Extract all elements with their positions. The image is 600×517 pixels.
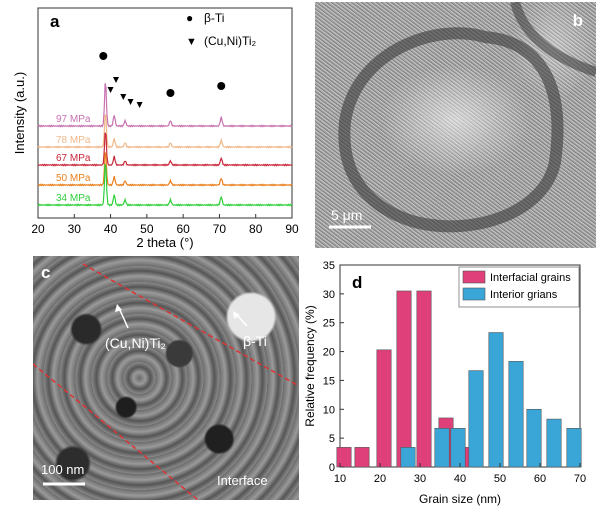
y-tick-label: 30 bbox=[323, 289, 335, 301]
legend-beta-symbol: ● bbox=[186, 11, 193, 25]
panel-b-letter: b bbox=[573, 11, 583, 30]
cuniti2-marker bbox=[113, 77, 120, 83]
x-tick-label: 20 bbox=[31, 222, 45, 236]
x-tick-label: 60 bbox=[534, 473, 546, 485]
interface-line-lower bbox=[33, 363, 199, 500]
plot-frame bbox=[37, 7, 293, 219]
grain-boundary bbox=[338, 27, 564, 233]
histogram-bar bbox=[400, 447, 416, 468]
arrow-cuniti2 bbox=[118, 307, 129, 329]
y-tick-label: 10 bbox=[323, 404, 335, 416]
y-tick-label: 25 bbox=[323, 318, 335, 330]
panel-c-letter: c bbox=[41, 263, 50, 282]
histogram-bar bbox=[434, 428, 450, 468]
histogram-bar bbox=[376, 349, 392, 468]
tem-overlay: c (Cu,Ni)Ti₂ β-Ti 100 nm Interface bbox=[33, 263, 299, 500]
xrd-series-label: 97 MPa bbox=[56, 114, 91, 125]
beta-ti-marker bbox=[99, 52, 108, 60]
legend-cuniti-text: (Cu,Ni)Ti₂ bbox=[204, 34, 257, 48]
grain-size-histogram: d 10 20 30 40 50 60 70 0 5 10 15 20 25 30 35 Grain size … bbox=[303, 260, 586, 506]
label-beta-ti: β-Ti bbox=[243, 333, 267, 349]
y-tick-label: 5 bbox=[329, 433, 335, 445]
legend-cuniti-symbol: ▼ bbox=[186, 36, 197, 48]
x-tick-label: 30 bbox=[414, 473, 426, 485]
x-tick-label: 80 bbox=[249, 222, 263, 236]
panel-a-letter: a bbox=[50, 12, 60, 31]
y-tick-label: 35 bbox=[323, 260, 335, 272]
interface-line-upper bbox=[82, 263, 299, 387]
legend-swatch bbox=[462, 287, 486, 301]
histogram-bar bbox=[336, 447, 352, 468]
legend-label: Interfacial grains bbox=[490, 272, 571, 284]
y-tick-label: 15 bbox=[323, 375, 335, 387]
x-tick-label: 50 bbox=[494, 473, 506, 485]
label-interface: Interface bbox=[217, 473, 268, 488]
sem-overlay: b 5 μm bbox=[329, 2, 596, 233]
histogram-bar bbox=[416, 290, 432, 468]
xrd-series-line bbox=[37, 152, 293, 187]
histogram-bar bbox=[508, 361, 524, 468]
x-tick-label: 50 bbox=[140, 222, 154, 236]
xrd-series-line bbox=[37, 163, 293, 207]
scale-bar-label: 100 nm bbox=[41, 462, 84, 477]
tem-micrograph bbox=[33, 256, 299, 500]
grain-boundary-2 bbox=[510, 2, 596, 77]
x-tick-label: 60 bbox=[176, 222, 190, 236]
x-tick-label: 70 bbox=[574, 473, 586, 485]
sem-micrograph bbox=[315, 2, 596, 248]
histogram-bar bbox=[468, 370, 484, 468]
beta-ti-marker bbox=[166, 89, 175, 97]
xrd-series-line bbox=[37, 132, 293, 167]
label-cuniti2: (Cu,Ni)Ti₂ bbox=[105, 335, 166, 351]
y-axis-label: Intensity (a.u.) bbox=[12, 72, 27, 154]
x-tick-label: 10 bbox=[334, 473, 346, 485]
y-tick-label: 20 bbox=[323, 347, 335, 359]
histogram-bar bbox=[450, 428, 466, 468]
panel-d-letter: d bbox=[352, 273, 362, 292]
x-tick-label: 40 bbox=[104, 222, 118, 236]
xrd-chart: a 20 30 40 50 60 70 80 90 2 theta (°) Intensity (a… bbox=[12, 7, 299, 250]
xrd-series-label: 78 MPa bbox=[56, 135, 91, 146]
cuniti2-marker bbox=[107, 87, 114, 93]
cuniti2-marker bbox=[136, 102, 143, 108]
xrd-series-label: 67 MPa bbox=[56, 153, 91, 164]
histogram-bar bbox=[354, 447, 370, 468]
y-tick-label: 0 bbox=[329, 462, 335, 474]
y-axis-label: Relative frequency (%) bbox=[303, 305, 317, 426]
x-tick-label: 90 bbox=[285, 222, 299, 236]
xrd-series-line bbox=[37, 114, 293, 149]
histogram-bar bbox=[488, 332, 504, 468]
histogram-bar bbox=[396, 290, 412, 468]
x-tick-label: 40 bbox=[454, 473, 466, 485]
cuniti2-marker bbox=[127, 99, 134, 105]
x-axis-label: 2 theta (°) bbox=[136, 235, 193, 250]
cuniti2-marker bbox=[120, 94, 127, 100]
x-axis-label: Grain size (nm) bbox=[419, 492, 501, 506]
histogram-bar bbox=[526, 408, 542, 468]
beta-ti-marker bbox=[217, 82, 226, 90]
arrow-cuniti2-head bbox=[115, 304, 122, 312]
xrd-series-label: 50 MPa bbox=[56, 173, 91, 184]
xrd-series-label: 34 MPa bbox=[56, 193, 91, 204]
x-tick-label: 70 bbox=[213, 222, 227, 236]
x-tick-label: 30 bbox=[68, 222, 82, 236]
legend-label: Interior grians bbox=[490, 289, 558, 301]
histogram-bar bbox=[546, 418, 562, 468]
xrd-series-line bbox=[37, 83, 293, 128]
arrow-beta-ti-head bbox=[233, 311, 240, 319]
histogram-bar bbox=[566, 428, 582, 468]
legend-beta-text: β-Ti bbox=[204, 11, 224, 25]
x-tick-label: 20 bbox=[374, 473, 386, 485]
scale-bar-label: 5 μm bbox=[331, 207, 362, 223]
legend-swatch bbox=[462, 270, 486, 284]
